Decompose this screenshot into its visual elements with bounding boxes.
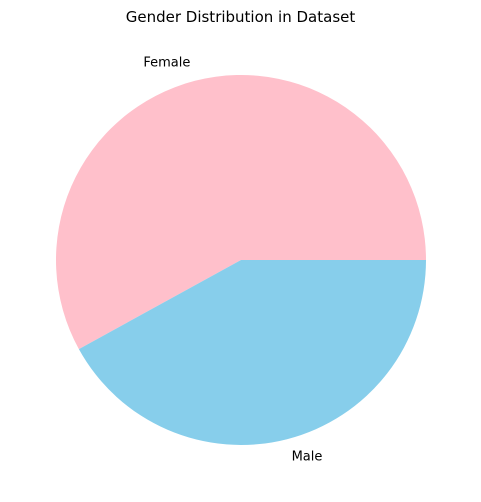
pie-label-female: Female	[143, 55, 190, 70]
pie-slices	[56, 75, 427, 446]
pie-labels: Female Male	[143, 55, 322, 464]
pie-slice-male	[78, 260, 427, 446]
pie-slice-female	[56, 75, 426, 350]
chart-title: Gender Distribution in Dataset	[125, 8, 356, 26]
pie-label-male: Male	[292, 450, 323, 465]
